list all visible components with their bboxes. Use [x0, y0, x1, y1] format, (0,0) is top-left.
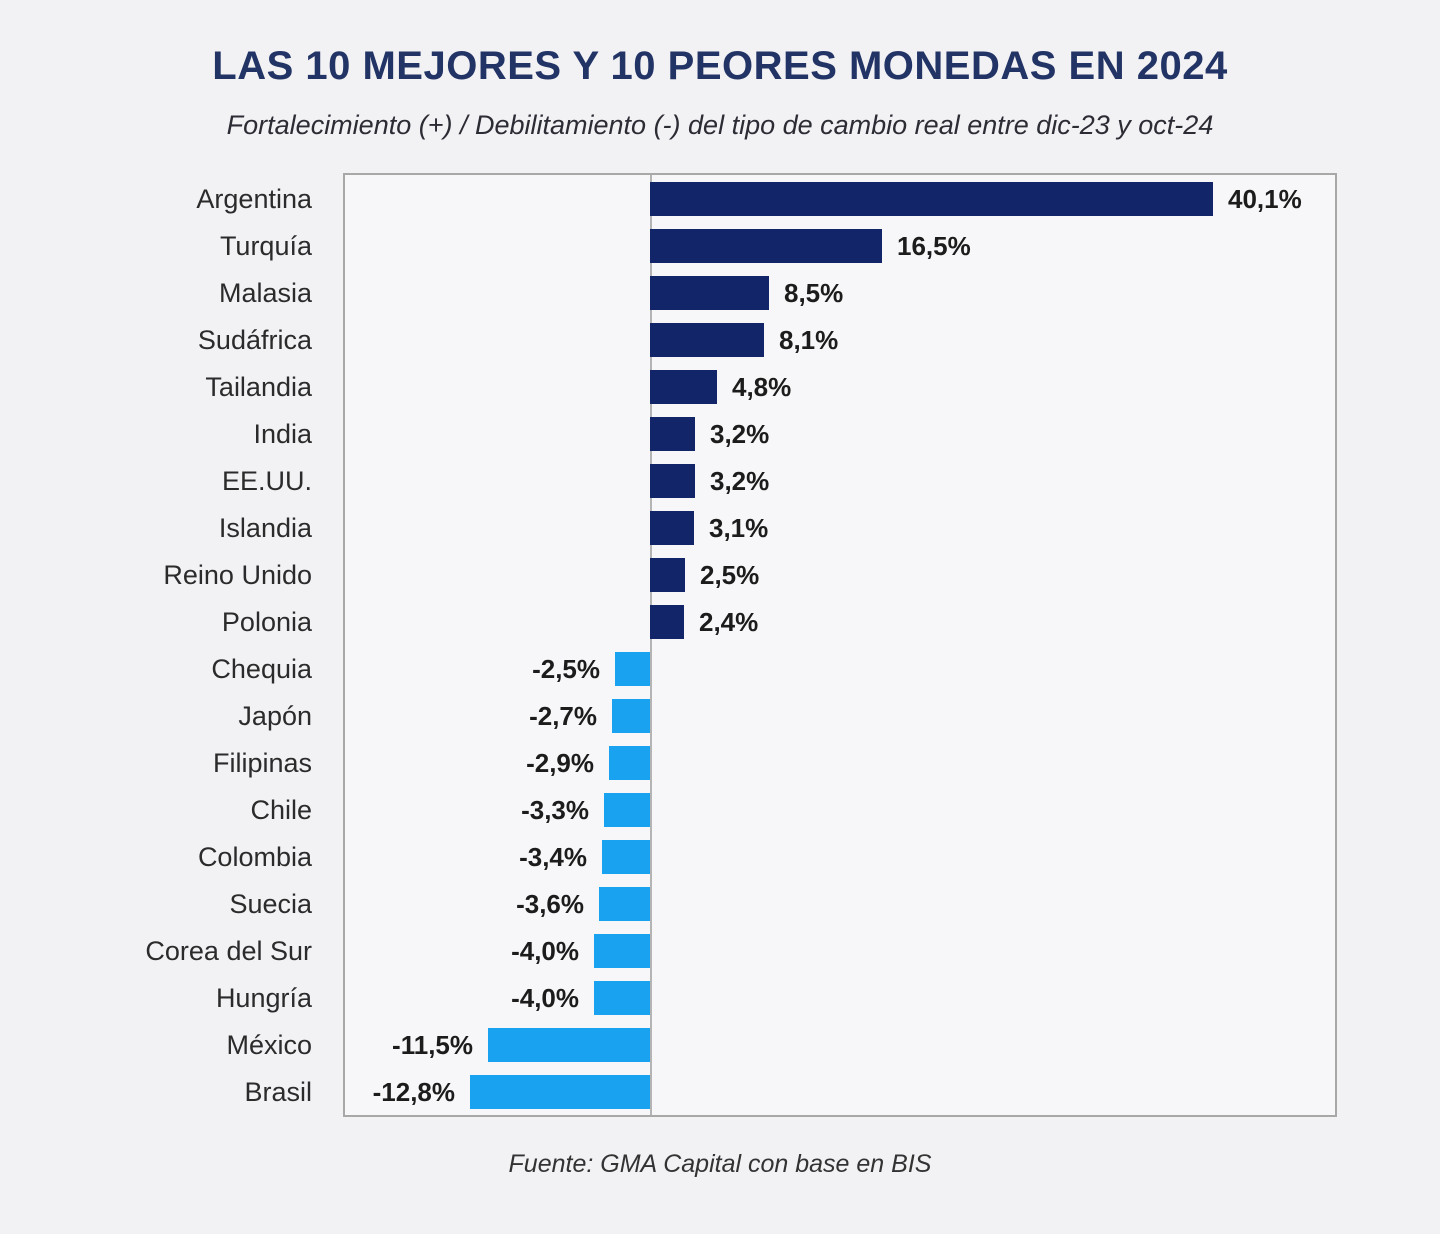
category-label: Sudáfrica — [197, 325, 312, 355]
bar — [602, 840, 650, 874]
bar — [612, 699, 650, 733]
category-label: India — [253, 419, 312, 449]
category-label: Filipinas — [212, 748, 312, 778]
category-label: Turquía — [219, 231, 312, 261]
value-label: -4,0% — [511, 983, 579, 1013]
category-label: Chile — [250, 795, 312, 825]
category-label: Hungría — [215, 983, 312, 1013]
value-label: 3,1% — [709, 513, 769, 543]
bar — [599, 887, 650, 921]
bar — [650, 417, 695, 451]
category-label: Argentina — [196, 184, 312, 214]
value-label: -2,9% — [526, 748, 594, 778]
category-label: EE.UU. — [221, 466, 312, 496]
category-label: Suecia — [229, 889, 312, 919]
value-label: 3,2% — [710, 419, 770, 449]
category-label: Reino Unido — [163, 560, 312, 590]
value-label: 2,5% — [700, 560, 760, 590]
value-label: 16,5% — [897, 231, 971, 261]
value-label: 8,5% — [784, 278, 844, 308]
category-label: Brasil — [244, 1077, 312, 1107]
value-label: 3,2% — [710, 466, 770, 496]
bar — [594, 934, 650, 968]
category-label: Islandia — [218, 513, 312, 543]
bar — [470, 1075, 650, 1109]
category-label: Polonia — [221, 607, 312, 637]
category-label: Corea del Sur — [145, 936, 312, 966]
category-label: Chequia — [211, 654, 312, 684]
page-title: LAS 10 MEJORES Y 10 PEORES MONEDAS EN 20… — [212, 44, 1228, 88]
value-label: 8,1% — [779, 325, 839, 355]
category-label: Colombia — [197, 842, 312, 872]
bar — [650, 229, 882, 263]
source-note: Fuente: GMA Capital con base en BIS — [508, 1150, 932, 1178]
value-label: -3,6% — [516, 889, 584, 919]
bar — [650, 511, 694, 545]
page-subtitle: Fortalecimiento (+) / Debilitamiento (-)… — [226, 110, 1214, 140]
category-label: Malasia — [218, 278, 312, 308]
value-label: -2,7% — [529, 701, 597, 731]
bar — [650, 182, 1213, 216]
bar — [650, 370, 717, 404]
category-labels: Argentina Turquía Malasia Sudáfrica Tailandi… — [0, 173, 312, 1117]
bar — [650, 605, 684, 639]
bar — [604, 793, 650, 827]
zero-axis-line — [650, 175, 652, 1115]
value-label: 40,1% — [1228, 184, 1302, 214]
bar — [650, 558, 685, 592]
bar — [488, 1028, 650, 1062]
bar — [650, 323, 764, 357]
value-label: 4,8% — [732, 372, 792, 402]
bar — [650, 276, 769, 310]
value-label: -11,5% — [392, 1030, 473, 1060]
category-label: Tailandia — [205, 372, 312, 402]
bar — [650, 464, 695, 498]
bar — [594, 981, 650, 1015]
category-label: Japón — [238, 701, 312, 731]
category-label: México — [226, 1030, 312, 1060]
value-label: -12,8% — [372, 1077, 455, 1107]
value-label: -3,4% — [519, 842, 587, 872]
value-label: -2,5% — [532, 654, 600, 684]
value-label: 2,4% — [699, 607, 759, 637]
value-label: -3,3% — [521, 795, 589, 825]
bar — [609, 746, 650, 780]
plot-area: 40,1% 16,5% 8,5% 8,1% 4,8% 3,2% 3,2% 3,1% 2,5% 2,… — [343, 173, 1337, 1117]
value-label: -4,0% — [511, 936, 579, 966]
bar — [615, 652, 650, 686]
